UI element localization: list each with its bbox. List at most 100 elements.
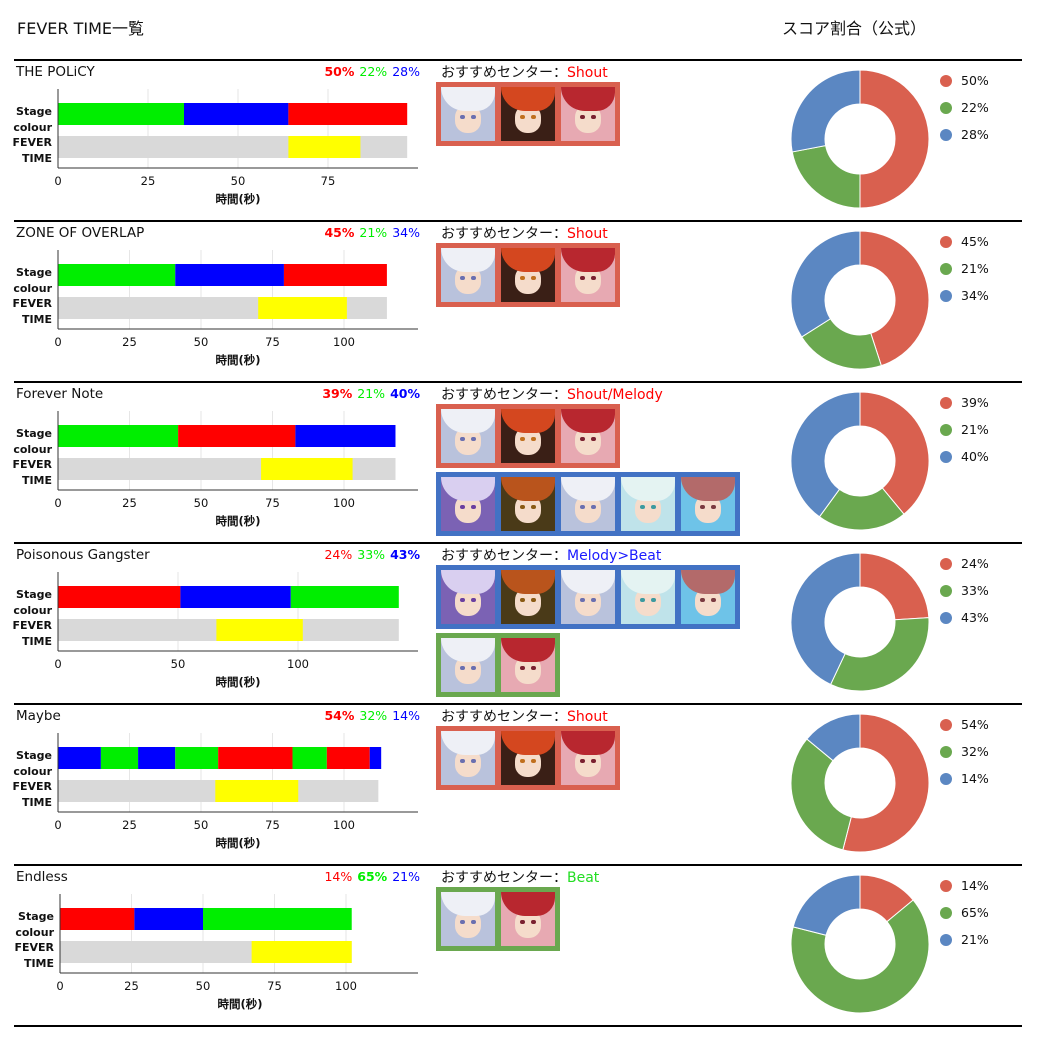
stage-segment-blue — [175, 264, 284, 286]
donut-slice-red — [859, 391, 930, 515]
donut-slice-blue — [806, 713, 861, 762]
legend-dot — [940, 450, 952, 463]
idol-group-red — [436, 82, 620, 146]
idol-portrait-icon — [681, 477, 735, 531]
pct-green: 65% — [357, 869, 388, 884]
x-tick-label: 75 — [265, 818, 280, 832]
score-percentages: 54% 32% 14% — [319, 708, 420, 723]
score-percentages: 39% 21% 40% — [317, 386, 420, 401]
category-label: TIME — [22, 313, 52, 326]
donut-slice-red — [859, 552, 930, 621]
stage-segment-red — [283, 264, 387, 286]
idol-portrait-icon — [561, 477, 615, 531]
idol-portrait-icon — [501, 892, 555, 946]
idol-portrait-icon — [501, 731, 555, 785]
category-label: colour — [13, 121, 52, 134]
x-tick-label: 25 — [122, 818, 137, 832]
recommend-value: Shout — [567, 226, 608, 242]
fever-time-bar — [215, 780, 299, 802]
legend-item: 14% — [940, 872, 989, 899]
legend-item: 28% — [940, 121, 989, 148]
score-ratio-donut — [790, 230, 930, 370]
idol-portrait-icon — [441, 248, 495, 302]
x-tick-label: 75 — [265, 335, 280, 349]
stage-segment-green — [58, 103, 184, 125]
recommend-value: Shout — [567, 709, 608, 725]
x-axis-label: 時間(秒) — [215, 675, 260, 689]
pct-blue: 14% — [392, 708, 420, 723]
x-tick-label: 25 — [124, 979, 139, 993]
x-tick-label: 0 — [54, 174, 61, 188]
stage-segment-blue — [184, 103, 289, 125]
x-axis-label: 時間(秒) — [217, 997, 262, 1011]
legend-item: 33% — [940, 577, 989, 604]
pct-green: 22% — [359, 64, 388, 79]
section-divider — [14, 1025, 1022, 1027]
fever-time-bar — [288, 136, 361, 158]
pct-green: 33% — [357, 547, 386, 562]
legend-item: 39% — [940, 389, 989, 416]
legend-item: 43% — [940, 604, 989, 631]
idol-group-green — [436, 887, 560, 951]
pct-green: 21% — [357, 386, 386, 401]
stage-segment-green — [175, 747, 219, 769]
legend-label: 39% — [961, 395, 989, 410]
legend-label: 65% — [961, 905, 989, 920]
song-title: Maybe — [16, 708, 61, 724]
idol-portrait-icon — [441, 731, 495, 785]
category-label: FEVER — [12, 297, 52, 310]
x-tick-label: 25 — [141, 174, 156, 188]
idol-portrait-icon — [561, 570, 615, 624]
legend-dot — [940, 262, 952, 275]
legend-dot — [940, 879, 952, 892]
stage-segment-blue — [295, 425, 396, 447]
legend-label: 50% — [961, 73, 989, 88]
stage-segment-blue — [369, 747, 382, 769]
idol-portrait-icon — [501, 638, 555, 692]
legend-item: 24% — [940, 550, 989, 577]
legend-label: 21% — [961, 422, 989, 437]
section-divider — [14, 864, 1022, 866]
legend-label: 54% — [961, 717, 989, 732]
legend-label: 28% — [961, 127, 989, 142]
category-label: colour — [13, 443, 52, 456]
song-row: Maybe 54% 32% 14% 0 25 50 75 100 Stage colour FEVER… — [0, 703, 1042, 864]
fever-time-bar — [261, 458, 353, 480]
score-percentages: 14% 65% 21% — [319, 869, 420, 884]
score-ratio-title: スコア割合（公式） — [782, 19, 927, 38]
score-ratio-donut — [790, 874, 930, 1014]
recommend-label: おすすめセンター： — [441, 870, 567, 886]
donut-slice-green — [790, 899, 930, 1014]
x-tick-label: 0 — [54, 335, 61, 349]
idol-portrait-icon — [441, 570, 495, 624]
donut-slice-green — [790, 738, 852, 851]
fever-time-bar — [258, 297, 347, 319]
x-tick-label: 75 — [321, 174, 336, 188]
legend-dot — [940, 718, 952, 731]
legend-item: 40% — [940, 443, 989, 470]
song-row: THE POLiCY 50% 22% 28% 0 25 50 75 Stage colour FEV… — [0, 59, 1042, 220]
section-divider — [14, 703, 1022, 705]
x-tick-label: 100 — [287, 657, 309, 671]
timeline-chart: 0 50 100 Stage colour FEVER TIME 時間(秒) — [12, 572, 418, 689]
song-row: ZONE OF OVERLAP 45% 21% 34% 0 25 50 75 100 Stage c… — [0, 220, 1042, 381]
idol-group-red — [436, 243, 620, 307]
stage-segment-green — [58, 425, 179, 447]
idol-portrait-icon — [501, 477, 555, 531]
fever-time-bar — [216, 619, 303, 641]
legend-item: 65% — [940, 899, 989, 926]
score-ratio-donut — [790, 391, 930, 531]
score-ratio-donut — [790, 69, 930, 209]
timeline-chart: 0 25 50 75 Stage colour FEVER TIME 時間(秒) — [12, 89, 418, 206]
category-label: TIME — [22, 152, 52, 165]
legend-dot — [940, 611, 952, 624]
legend-label: 33% — [961, 583, 989, 598]
donut-legend: 14% 65% 21% — [940, 872, 989, 953]
pct-red: 14% — [324, 869, 353, 884]
x-axis-label: 時間(秒) — [215, 836, 260, 850]
x-tick-label: 50 — [194, 818, 209, 832]
category-label: colour — [13, 765, 52, 778]
legend-item: 21% — [940, 255, 989, 282]
x-tick-label: 50 — [171, 657, 186, 671]
legend-dot — [940, 423, 952, 436]
